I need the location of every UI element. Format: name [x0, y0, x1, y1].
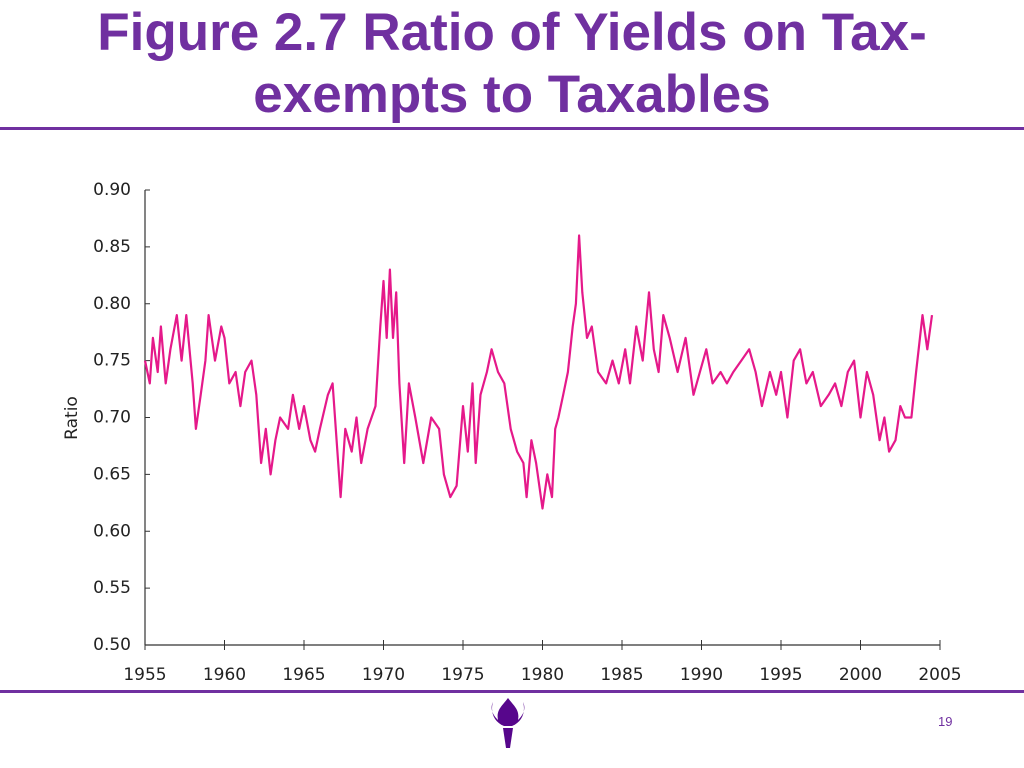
title-rule: [0, 127, 1024, 130]
x-tick-label: 1970: [362, 665, 405, 685]
x-tick-label: 1965: [282, 665, 325, 685]
y-tick-label: 0.55: [93, 578, 131, 598]
y-tick-label: 0.70: [93, 408, 131, 428]
x-tick-label: 1990: [680, 665, 723, 685]
x-tick-label: 1975: [441, 665, 484, 685]
slide-title: Figure 2.7 Ratio of Yields on Tax-exempt…: [97, 3, 927, 124]
x-tick-label: 2005: [918, 665, 961, 685]
data-line: [143, 234, 934, 510]
y-tick-label: 0.65: [93, 464, 131, 484]
chart: Ratio 0.50 0.55 0.60 0.65 0.70 0.75 0.80 0.85 0.…: [62, 180, 962, 685]
y-tick-label: 0.50: [93, 635, 131, 655]
y-tick-label: 0.90: [93, 180, 131, 200]
x-tick-label: 2000: [839, 665, 882, 685]
y-tick-label: 0.80: [93, 294, 131, 314]
x-tick-label: 1960: [203, 665, 246, 685]
y-tick-label: 0.60: [93, 521, 131, 541]
y-tick-label: 0.85: [93, 237, 131, 257]
x-tick-label: 1985: [600, 665, 643, 685]
x-tick-label: 1995: [759, 665, 802, 685]
y-axis-label: Ratio: [62, 396, 82, 440]
x-tick-label: 1980: [521, 665, 564, 685]
slide-number: 19: [938, 714, 953, 729]
x-tick-label: 1955: [123, 665, 166, 685]
y-tick-label: 0.75: [93, 351, 131, 371]
footer-rule: [0, 690, 1024, 693]
logo: [491, 698, 525, 748]
